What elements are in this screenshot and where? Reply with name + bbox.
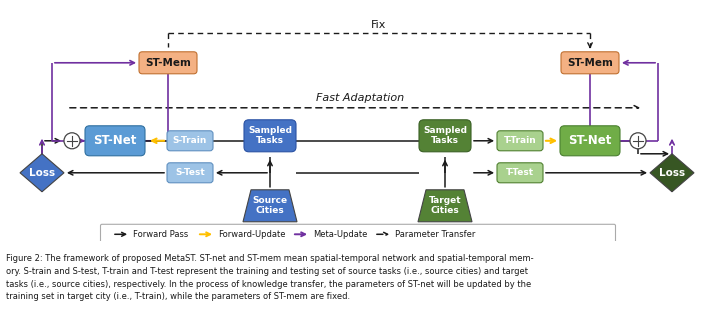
Text: T-Train: T-Train	[503, 136, 536, 145]
Text: Figure 2: The framework of proposed MetaST. ST-net and ST-mem mean spatial-tempo: Figure 2: The framework of proposed Meta…	[6, 254, 534, 301]
Text: Forward-Update: Forward-Update	[218, 230, 286, 239]
FancyBboxPatch shape	[101, 224, 616, 244]
Text: ST-Net: ST-Net	[94, 134, 137, 147]
Text: Sampled
Tasks: Sampled Tasks	[248, 126, 292, 145]
Text: ST-Mem: ST-Mem	[145, 58, 191, 68]
Text: Fast Adaptation: Fast Adaptation	[316, 93, 404, 103]
Text: Loss: Loss	[29, 168, 55, 178]
Polygon shape	[243, 190, 297, 222]
Circle shape	[630, 133, 646, 149]
FancyBboxPatch shape	[244, 120, 296, 152]
FancyBboxPatch shape	[85, 126, 145, 156]
FancyBboxPatch shape	[497, 163, 543, 183]
FancyBboxPatch shape	[497, 131, 543, 151]
FancyBboxPatch shape	[139, 52, 197, 74]
FancyBboxPatch shape	[419, 120, 471, 152]
Text: Parameter Transfer: Parameter Transfer	[395, 230, 475, 239]
FancyBboxPatch shape	[167, 163, 213, 183]
Text: Source
Cities: Source Cities	[253, 196, 287, 216]
FancyBboxPatch shape	[560, 126, 620, 156]
Text: Fix: Fix	[372, 20, 387, 30]
Polygon shape	[20, 154, 64, 192]
FancyBboxPatch shape	[561, 52, 619, 74]
Polygon shape	[418, 190, 472, 222]
Text: T-Test: T-Test	[506, 168, 534, 177]
Text: ST-Net: ST-Net	[568, 134, 612, 147]
Text: S-Test: S-Test	[175, 168, 205, 177]
FancyBboxPatch shape	[167, 131, 213, 151]
Text: Loss: Loss	[659, 168, 685, 178]
Circle shape	[64, 133, 80, 149]
Text: Sampled
Tasks: Sampled Tasks	[423, 126, 467, 145]
Text: S-Train: S-Train	[173, 136, 207, 145]
Text: Forward Pass: Forward Pass	[133, 230, 188, 239]
Text: ST-Mem: ST-Mem	[567, 58, 613, 68]
Text: Target
Cities: Target Cities	[428, 196, 462, 216]
Text: Meta-Update: Meta-Update	[313, 230, 367, 239]
Polygon shape	[650, 154, 694, 192]
